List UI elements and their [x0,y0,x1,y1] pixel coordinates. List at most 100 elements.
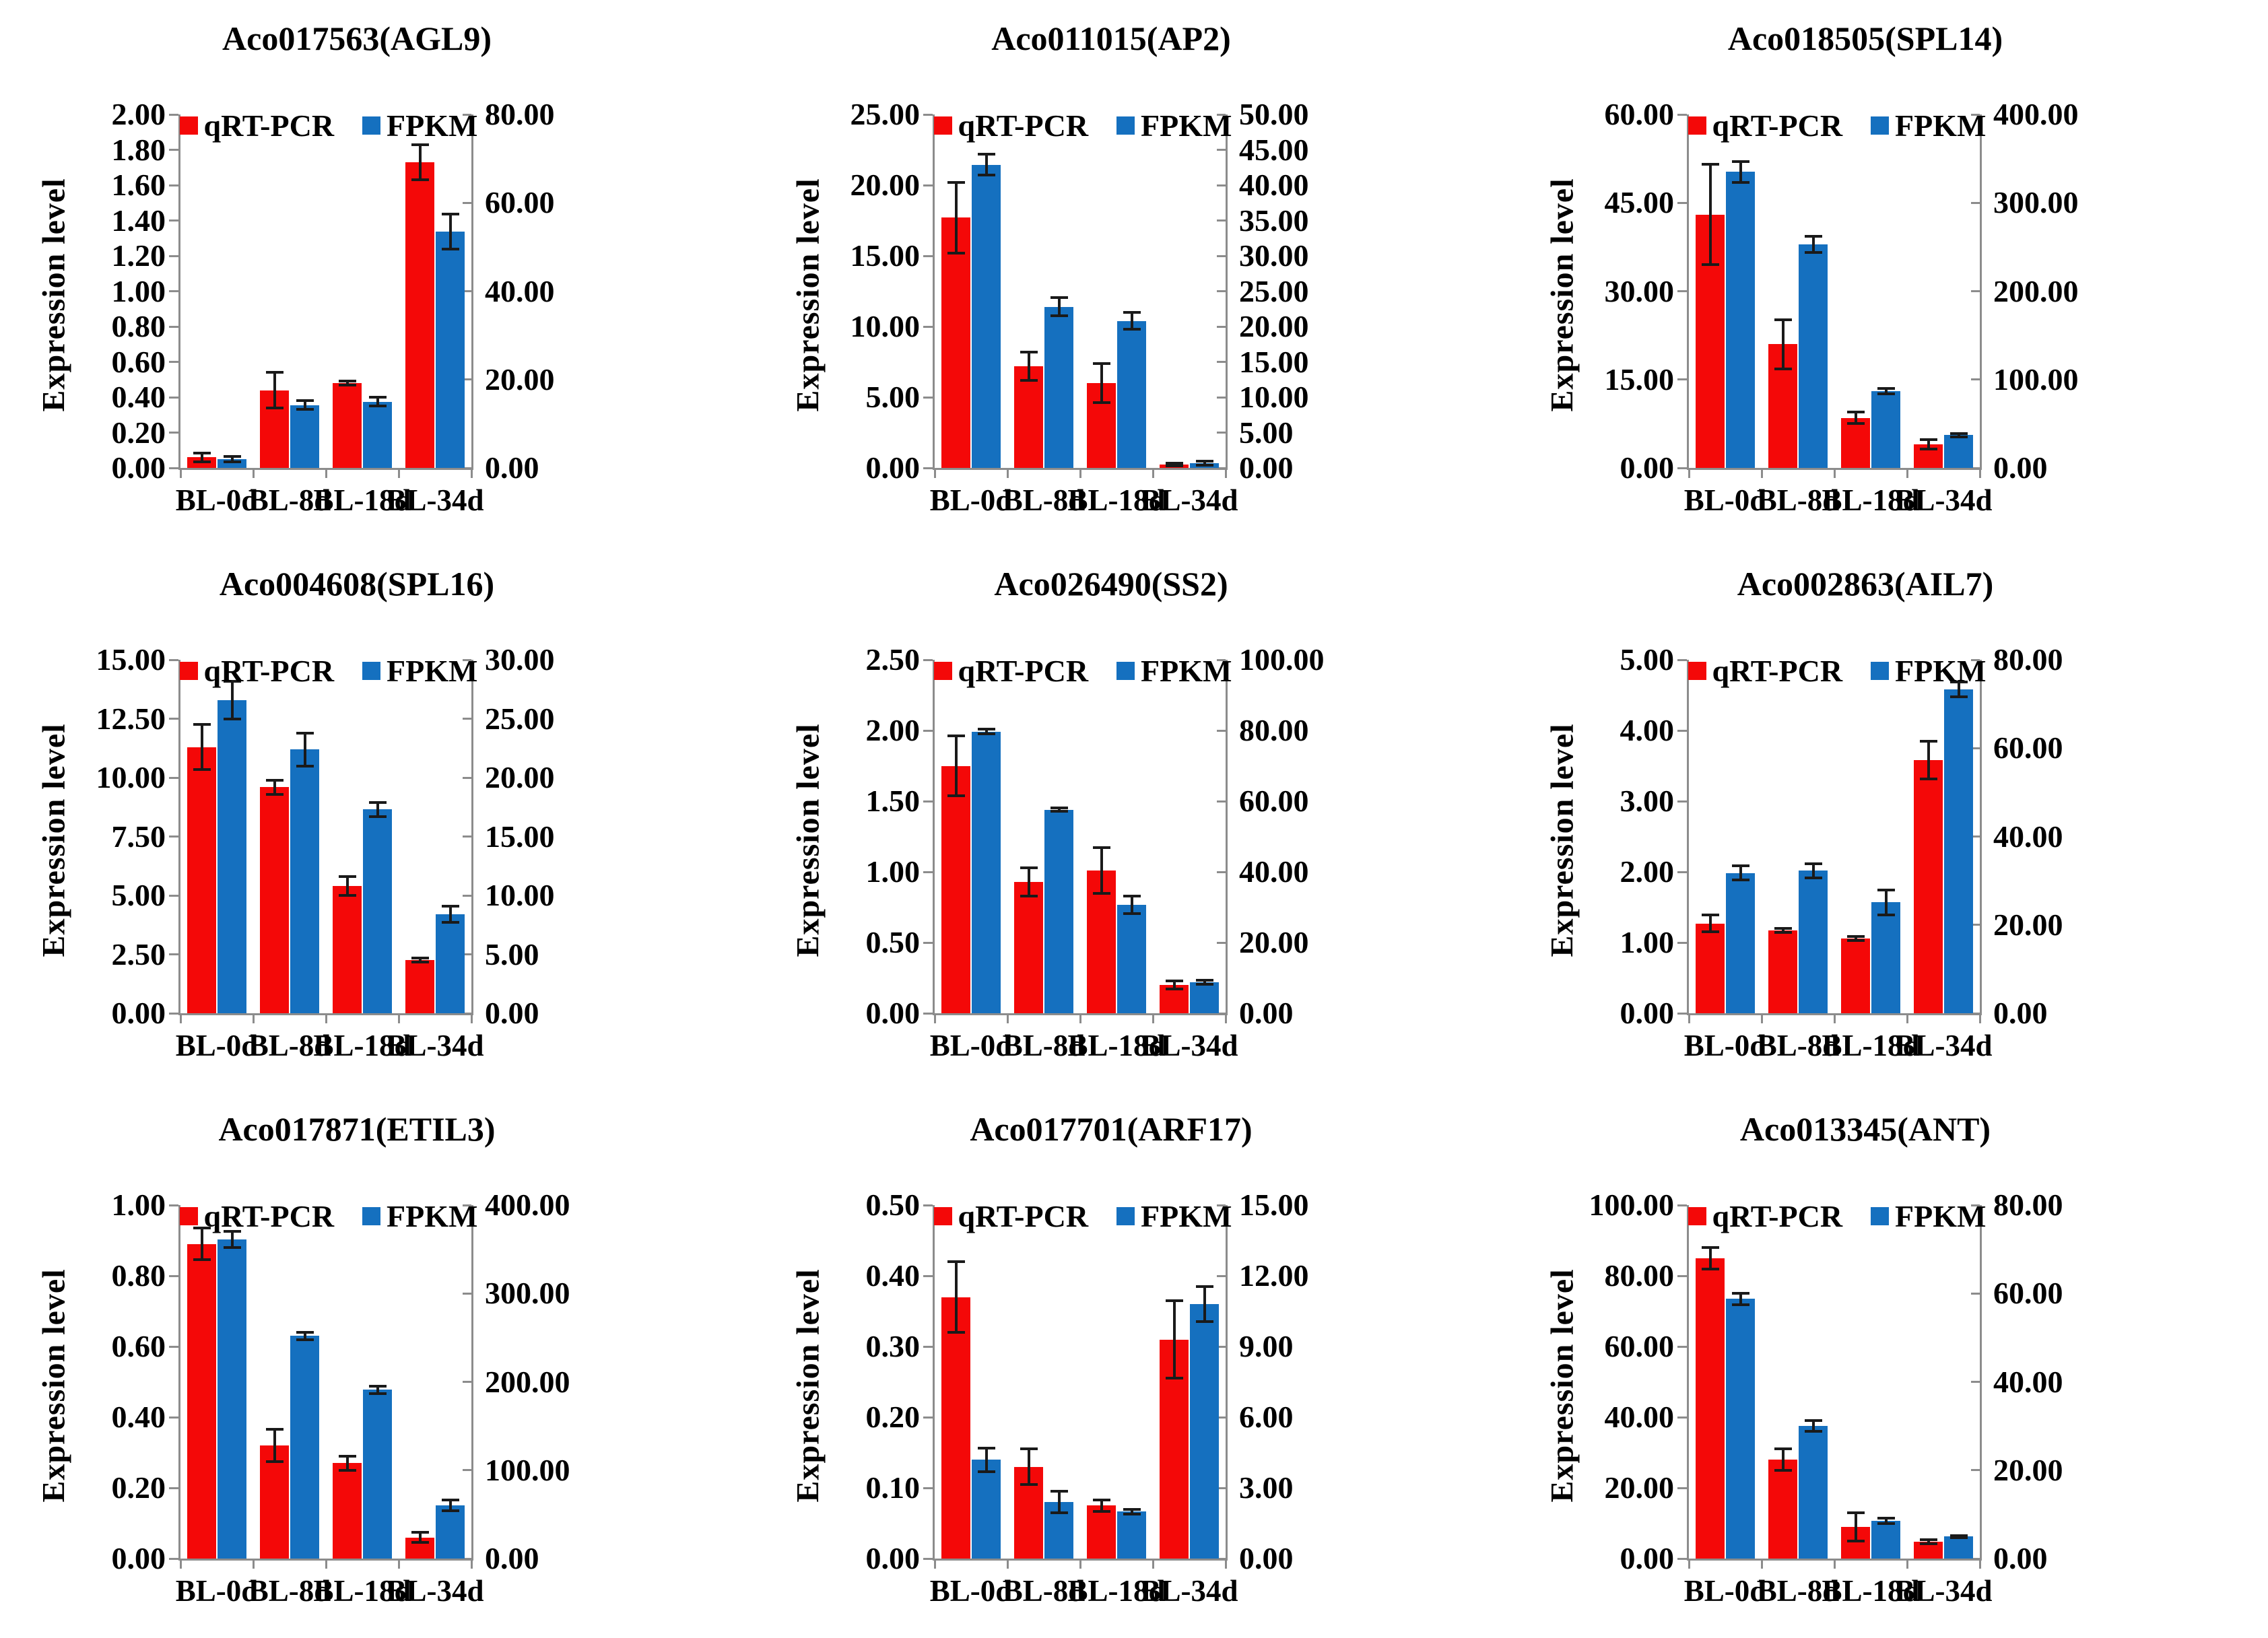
left-axis-title: Expression level [36,1268,72,1503]
x-axis-category-label: BL-34d [1894,1574,1993,1608]
left-axis-tick-label: 0.00 [865,1541,921,1575]
right-axis-tick-label: 0.00 [1239,996,1294,1030]
fpkm-error-bar-cap-bottom [1804,876,1822,879]
x-axis-tick [1833,468,1836,478]
fpkm-error-bar-cap-top [1877,386,1895,390]
fpkm-error-bar-line [376,1386,379,1394]
legend-item-qrt-pcr: qRT-PCR [1688,653,1842,689]
right-axis-tick [1971,747,1980,749]
left-axis-tick [923,254,933,257]
qrt-pcr-legend-swatch [179,116,198,135]
fpkm-bar [1726,873,1755,1013]
right-axis-tick [463,1469,471,1472]
fpkm-error-bar-line [1057,807,1061,812]
x-axis-tick [1906,1013,1908,1023]
fpkm-error-bar-cap-top [1877,888,1895,891]
left-axis-tick-label: 1.40 [111,203,166,238]
right-axis-tick [463,378,471,381]
legend: qRT-PCR FPKM [1682,108,1992,143]
left-axis-tick-label: 1.00 [111,1188,166,1222]
right-axis-tick-label: 0.00 [1993,1541,2048,1575]
qrt-pcr-error-bar-cap-top [947,735,965,738]
right-axis-tick-label: 50.00 [1239,97,1309,131]
x-axis-tick [1833,1559,1836,1569]
plot-area: qRT-PCR FPKM 0.50 0.40 0.30 0.20 0.10 0.00 15.… [866,1190,1309,1606]
right-axis-tick [1971,1381,1980,1383]
left-axis-tick [1677,800,1687,803]
x-axis-category-label: BL-8d [1756,483,1840,517]
qrt-pcr-error-bar-line [345,877,349,895]
qrt-pcr-error-bar-cap-top [1701,914,1719,917]
right-axis-tick [1217,1345,1226,1348]
fpkm-error-bar-line [1057,1491,1061,1513]
chart-title: Aco017563(AGL9) [222,20,492,57]
left-axis-tick [169,254,178,257]
fpkm-error-bar-line [448,906,452,923]
right-axis-tick [1971,1469,1980,1472]
left-axis-tick [1677,729,1687,732]
legend-item-fpkm: FPKM [362,108,477,143]
right-axis-tick [463,1292,471,1295]
right-axis-tick [1217,729,1226,732]
x-axis-category-label: BL-0d [929,1029,1013,1062]
right-axis-tick-label: 40.00 [1993,1364,2063,1399]
chart-aco013345-ant: Aco013345(ANT) Expression level qRT-PCR … [1508,1091,2268,1638]
legend: qRT-PCR FPKM [174,108,483,143]
right-axis-tick [1971,835,1980,838]
x-axis-tick [397,1559,400,1569]
qrt-pcr-error-bar-cap-bottom [1919,1542,1937,1545]
qrt-pcr-error-bar-line [1854,411,1857,424]
qrt-pcr-bar [1696,1258,1725,1559]
fpkm-error-bar-cap-bottom [1949,695,1968,699]
left-axis-title: Expression level [1544,178,1580,412]
fpkm-legend-label: FPKM [1141,108,1232,143]
qrt-pcr-error-bar-cap-bottom [1165,465,1183,468]
qrt-pcr-bar [1841,417,1870,468]
left-axis-title: Expression level [36,723,72,957]
fpkm-error-bar-line [303,1332,306,1340]
fpkm-bar [1117,904,1146,1013]
right-axis-tick-label: 40.00 [1993,819,2063,854]
right-axis-tick-label: 20.00 [1993,1452,2063,1487]
x-axis-category-label: BL-8d [1756,1574,1840,1608]
right-axis-tick [463,113,471,116]
qrt-pcr-error-bar-line [200,452,203,462]
x-axis-tick [1224,1013,1227,1023]
fpkm-error-bar-line [376,397,379,407]
qrt-pcr-error-bar-line [1027,867,1030,896]
left-axis-tick [923,1204,933,1206]
left-axis-tick-label: 3.00 [1620,784,1675,818]
left-axis-tick [1677,1416,1687,1419]
plot-area: qRT-PCR FPKM 2.00 1.80 1.60 1.40 1.20 1.00 0.8… [112,99,555,516]
qrt-pcr-error-bar-cap-top [1092,846,1110,850]
qrt-pcr-legend-label: qRT-PCR [203,654,335,688]
left-axis-tick-label: 1.20 [111,238,166,273]
fpkm-error-bar-cap-bottom [296,764,314,767]
fpkm-error-bar-line [985,729,988,734]
right-axis-tick-label: 6.00 [1239,1400,1294,1434]
left-axis-tick [169,658,178,661]
left-axis-tick [169,467,178,469]
x-axis-tick [1006,468,1009,478]
fpkm-error-bar-cap-bottom [223,717,241,720]
left-axis-tick-label: 0.00 [865,996,921,1030]
fpkm-error-bar-cap-bottom [1050,810,1068,813]
left-axis-tick-label: 15.00 [96,642,166,677]
plot-area: qRT-PCR FPKM 2.50 2.00 1.50 1.00 0.50 0.00 100… [866,644,1325,1061]
left-axis-tick [169,1416,178,1419]
left-axis-tick-label: 0.00 [111,450,166,485]
qrt-pcr-error-bar-line [1172,463,1176,467]
x-axis-tick [179,468,182,478]
right-axis-tick [463,201,471,204]
fpkm-error-bar-cap-bottom [368,815,387,818]
left-axis-tick-label: 0.20 [111,1470,166,1505]
x-axis-tick [1006,1013,1009,1023]
x-axis-tick [1688,468,1690,478]
right-axis-tick-label: 5.00 [485,936,539,971]
left-axis-tick-label: 1.60 [111,168,166,202]
right-axis-tick-label: 80.00 [485,97,555,131]
qrt-pcr-error-bar-cap-bottom [1092,891,1110,895]
right-axis-tick [463,658,471,661]
left-axis-tick-label: 20.00 [850,168,921,202]
fpkm-legend-label: FPKM [1895,1199,1987,1233]
